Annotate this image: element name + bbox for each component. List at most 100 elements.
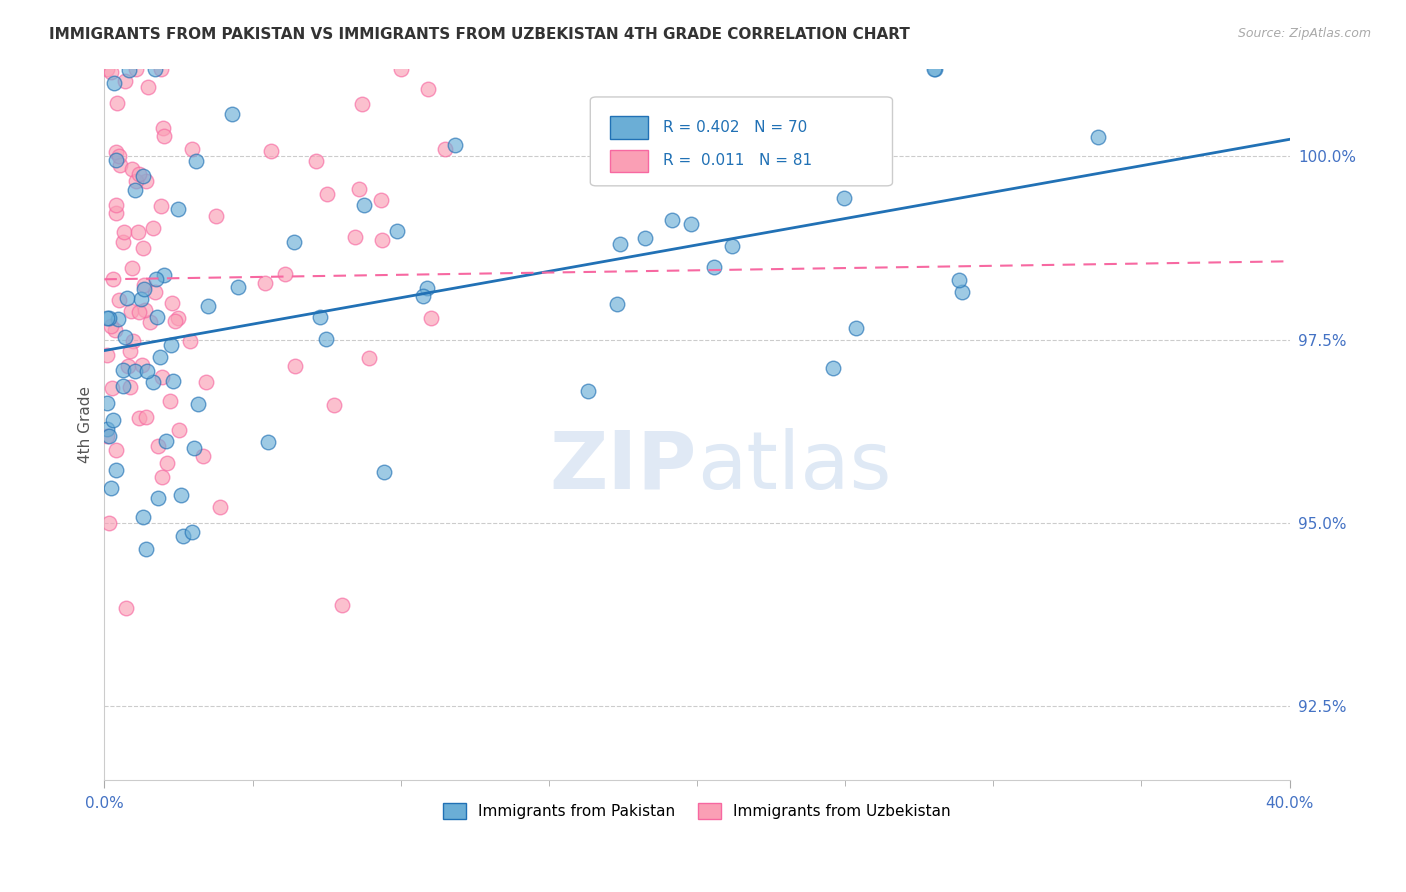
Point (204, 209, 226, 223)
Point (132, 169, 155, 183)
Point (606, 297, 628, 311)
Point (181, 142, 204, 156)
Point (96, 311, 118, 326)
Point (131, 358, 153, 372)
Point (96, 348, 118, 362)
Point (138, 315, 160, 329)
Point (434, 142, 457, 156)
Point (359, 351, 381, 365)
Point (153, 268, 176, 282)
Point (146, 491, 169, 506)
Point (389, 62, 412, 76)
Point (96, 422, 118, 436)
Text: R =  0.011   N = 81: R = 0.011 N = 81 (662, 153, 811, 169)
Point (107, 311, 129, 326)
Point (129, 293, 152, 307)
Point (179, 334, 201, 349)
Point (107, 293, 129, 308)
Point (159, 394, 181, 409)
Point (952, 285, 974, 299)
Point (112, 379, 135, 393)
Point (371, 233, 394, 247)
Point (105, 463, 128, 477)
Point (634, 231, 657, 245)
Point (124, 364, 146, 378)
Point (703, 260, 725, 274)
Point (105, 153, 128, 167)
Point (150, 469, 173, 483)
Point (142, 375, 165, 389)
FancyBboxPatch shape (610, 150, 648, 172)
Point (274, 267, 297, 281)
Point (132, 282, 155, 296)
Point (125, 174, 148, 188)
Point (96, 429, 118, 443)
Point (104, 145, 127, 159)
Legend: Immigrants from Pakistan, Immigrants from Uzbekistan: Immigrants from Pakistan, Immigrants fro… (437, 797, 957, 825)
Point (121, 161, 143, 176)
Point (108, 148, 131, 162)
Point (143, 62, 166, 76)
Point (681, 217, 703, 231)
Point (125, 62, 148, 76)
Point (416, 82, 439, 96)
Point (98, 516, 121, 530)
Point (101, 381, 124, 395)
Point (101, 271, 124, 285)
Point (322, 398, 344, 412)
Point (305, 153, 328, 168)
Point (162, 374, 184, 388)
Point (105, 96, 128, 111)
Point (114, 600, 136, 615)
Point (169, 488, 191, 502)
Point (145, 272, 167, 286)
Point (128, 305, 150, 319)
Point (128, 410, 150, 425)
Point (98, 428, 121, 442)
Text: atlas: atlas (697, 428, 891, 506)
Point (195, 375, 218, 389)
Point (114, 74, 136, 88)
Point (111, 363, 134, 377)
Point (100, 481, 122, 495)
Point (108, 158, 131, 172)
Point (118, 343, 141, 358)
Point (385, 224, 408, 238)
Point (96, 62, 118, 76)
Point (121, 334, 143, 349)
Point (183, 441, 205, 455)
Point (132, 241, 155, 255)
Point (150, 62, 173, 76)
Point (419, 310, 441, 325)
Point (283, 235, 305, 249)
Point (172, 529, 194, 543)
Point (145, 285, 167, 300)
Point (187, 397, 209, 411)
Text: Source: ZipAtlas.com: Source: ZipAtlas.com (1237, 27, 1371, 40)
Y-axis label: 4th Grade: 4th Grade (79, 385, 93, 463)
Point (155, 434, 177, 448)
Point (191, 450, 214, 464)
Point (416, 281, 439, 295)
FancyBboxPatch shape (610, 116, 648, 139)
Point (146, 439, 169, 453)
Point (832, 191, 855, 205)
Point (104, 198, 127, 212)
Text: R = 0.402   N = 70: R = 0.402 N = 70 (662, 120, 807, 135)
Point (948, 273, 970, 287)
Text: IMMIGRANTS FROM PAKISTAN VS IMMIGRANTS FROM UZBEKISTAN 4TH GRADE CORRELATION CHA: IMMIGRANTS FROM PAKISTAN VS IMMIGRANTS F… (49, 27, 910, 42)
Point (127, 225, 149, 239)
Point (142, 221, 165, 235)
Point (373, 465, 395, 479)
Point (330, 598, 353, 612)
Point (152, 129, 174, 144)
Point (180, 524, 202, 539)
FancyBboxPatch shape (591, 97, 893, 186)
Point (114, 330, 136, 344)
Point (308, 310, 330, 324)
Point (136, 79, 159, 94)
Point (135, 410, 157, 425)
Text: ZIP: ZIP (550, 428, 697, 506)
Point (609, 237, 631, 252)
Point (128, 167, 150, 181)
